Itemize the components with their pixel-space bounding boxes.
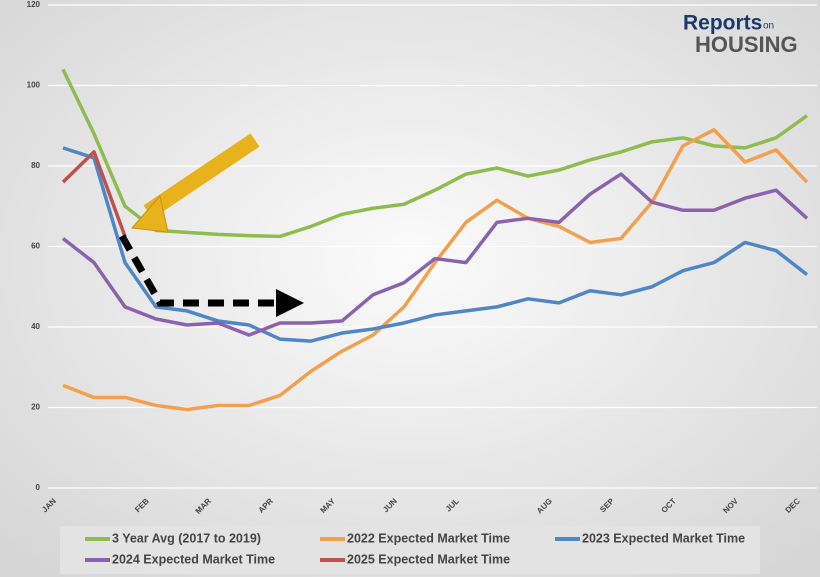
logo-text: Reports: [683, 12, 762, 35]
legend-label: 2022 Expected Market Time: [347, 531, 510, 545]
logo-text: on: [763, 21, 774, 32]
series-line: [61, 172, 809, 337]
y-tick-label: 60: [31, 242, 40, 251]
y-tick-label: 120: [27, 0, 41, 9]
series-line: [61, 150, 127, 238]
highlight-arrow: [143, 133, 260, 219]
trend-arrow: [118, 234, 304, 317]
highlight-arrow-head: [130, 194, 169, 233]
legend-box: [60, 526, 760, 574]
legend-label: 3 Year Avg (2017 to 2019): [112, 531, 261, 545]
series-line: [61, 68, 809, 239]
y-tick-label: 80: [31, 161, 40, 170]
legend-label: 2025 Expected Market Time: [347, 552, 510, 566]
y-tick-label: 40: [31, 322, 40, 331]
y-tick-label: 20: [31, 403, 40, 412]
series-line: [62, 128, 809, 412]
y-tick-label: 100: [27, 81, 41, 90]
legend-label: 2023 Expected Market Time: [582, 531, 745, 545]
logo: Reports on HOUSING: [683, 12, 798, 57]
logo-text: HOUSING: [695, 32, 798, 57]
legend-label: 2024 Expected Market Time: [112, 552, 275, 566]
series-line: [62, 146, 809, 343]
y-tick-label: 0: [36, 483, 41, 492]
